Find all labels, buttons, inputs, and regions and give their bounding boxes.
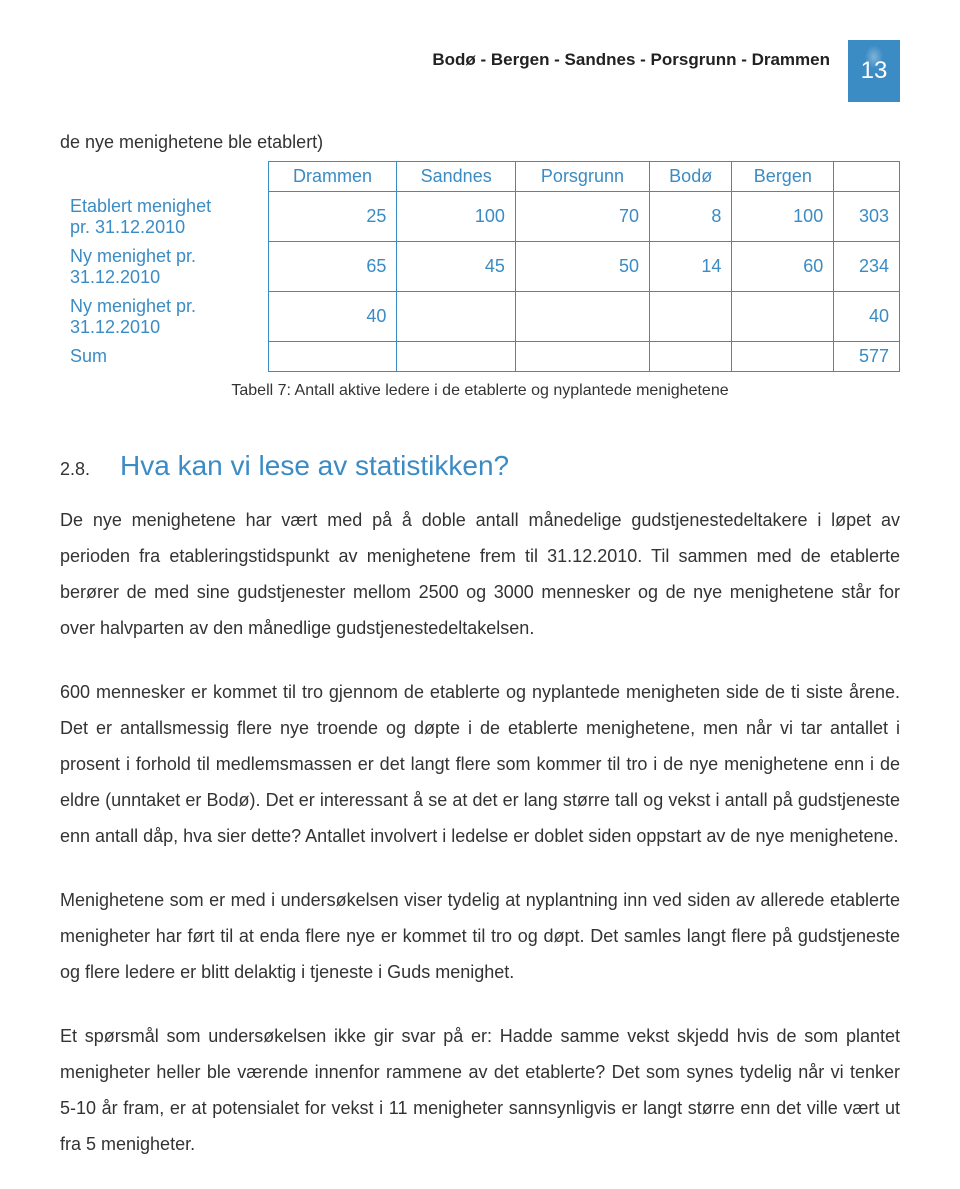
page-number-badge: 13 bbox=[848, 40, 900, 102]
table-row: Etablert menighet pr. 31.12.2010 25 100 … bbox=[60, 192, 900, 242]
cell: 303 bbox=[834, 192, 900, 242]
section-number: 2.8. bbox=[60, 450, 90, 482]
row-label: Ny menighet pr. 31.12.2010 bbox=[60, 242, 268, 292]
header-cities: Bodø - Bergen - Sandnes - Porsgrunn - Dr… bbox=[432, 40, 830, 70]
cell: 8 bbox=[649, 192, 731, 242]
col-sandnes: Sandnes bbox=[397, 162, 516, 192]
cell bbox=[732, 342, 834, 372]
cell: 234 bbox=[834, 242, 900, 292]
col-drammen: Drammen bbox=[268, 162, 397, 192]
cell bbox=[732, 292, 834, 342]
paragraph: De nye menighetene har vært med på å dob… bbox=[60, 502, 900, 646]
col-bergen: Bergen bbox=[732, 162, 834, 192]
section-heading: 2.8. Hva kan vi lese av statistikken? bbox=[60, 450, 900, 482]
paragraph: Menighetene som er med i undersøkelsen v… bbox=[60, 882, 900, 990]
page-header: Bodø - Bergen - Sandnes - Porsgrunn - Dr… bbox=[60, 40, 900, 102]
cell bbox=[515, 292, 649, 342]
cell: 40 bbox=[268, 292, 397, 342]
table-row: Ny menighet pr. 31.12.2010 40 40 bbox=[60, 292, 900, 342]
cell bbox=[649, 292, 731, 342]
paragraph: Et spørsmål som undersøkelsen ikke gir s… bbox=[60, 1018, 900, 1162]
cell: 65 bbox=[268, 242, 397, 292]
cell: 100 bbox=[732, 192, 834, 242]
section-title: Hva kan vi lese av statistikken? bbox=[120, 450, 509, 482]
page-number: 13 bbox=[861, 57, 888, 85]
table-row: Ny menighet pr. 31.12.2010 65 45 50 14 6… bbox=[60, 242, 900, 292]
cell: 14 bbox=[649, 242, 731, 292]
row-label: Ny menighet pr. 31.12.2010 bbox=[60, 292, 268, 342]
cell: 60 bbox=[732, 242, 834, 292]
cell bbox=[397, 342, 516, 372]
col-empty bbox=[60, 162, 268, 192]
col-bodo: Bodø bbox=[649, 162, 731, 192]
cell bbox=[515, 342, 649, 372]
col-total bbox=[834, 162, 900, 192]
row-label: Sum bbox=[60, 342, 268, 372]
table-row: Sum 577 bbox=[60, 342, 900, 372]
cell: 25 bbox=[268, 192, 397, 242]
cell bbox=[268, 342, 397, 372]
data-table: Drammen Sandnes Porsgrunn Bodø Bergen Et… bbox=[60, 161, 900, 372]
cell bbox=[397, 292, 516, 342]
table-caption: Tabell 7: Antall aktive ledere i de etab… bbox=[60, 382, 900, 400]
cell: 50 bbox=[515, 242, 649, 292]
cell: 100 bbox=[397, 192, 516, 242]
col-porsgrunn: Porsgrunn bbox=[515, 162, 649, 192]
paragraph: 600 mennesker er kommet til tro gjennom … bbox=[60, 674, 900, 854]
cell bbox=[649, 342, 731, 372]
cell: 577 bbox=[834, 342, 900, 372]
cell: 40 bbox=[834, 292, 900, 342]
row-label: Etablert menighet pr. 31.12.2010 bbox=[60, 192, 268, 242]
table-intro: de nye menighetene ble etablert) bbox=[60, 132, 900, 153]
cell: 45 bbox=[397, 242, 516, 292]
cell: 70 bbox=[515, 192, 649, 242]
table-header-row: Drammen Sandnes Porsgrunn Bodø Bergen bbox=[60, 162, 900, 192]
